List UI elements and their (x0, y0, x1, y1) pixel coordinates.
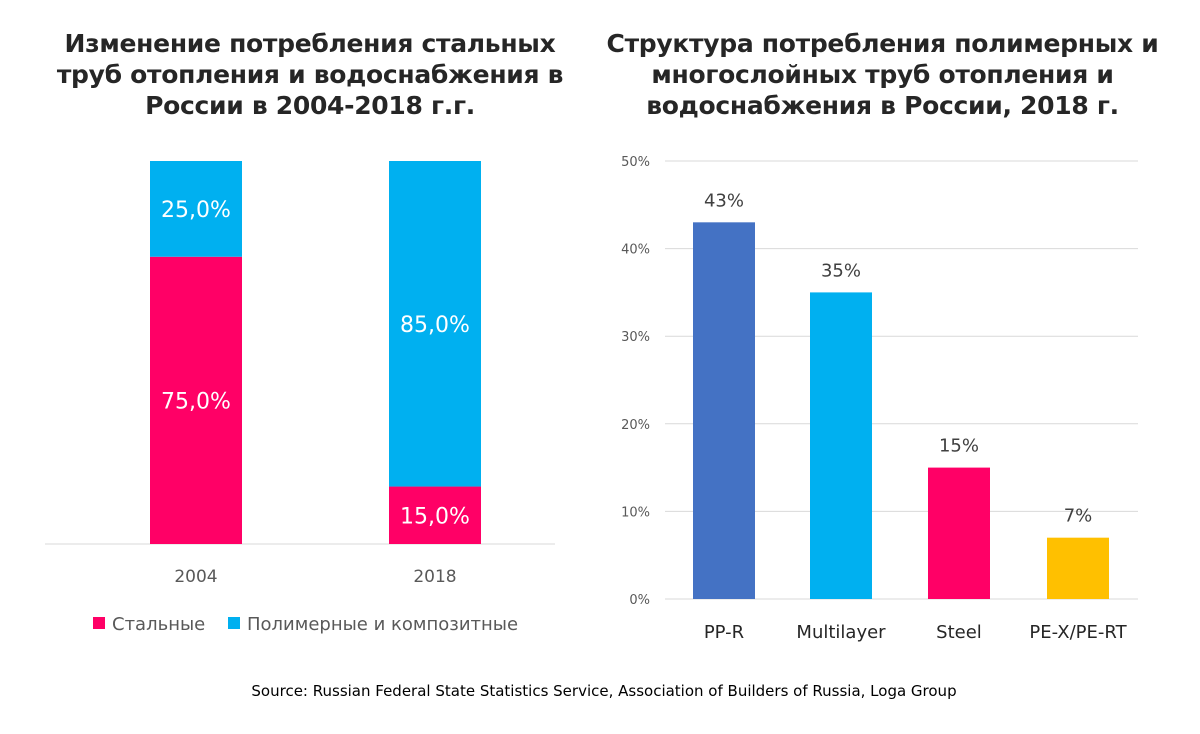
x-tick-label: PE-X/PE-RT (1029, 622, 1127, 643)
y-tick-label: 10% (621, 505, 650, 520)
left-data-label: 75,0% (161, 389, 231, 414)
right-chart-title: Структура потребления полимерных и много… (606, 29, 1159, 120)
x-tick-label: Steel (936, 622, 982, 643)
y-tick-label: 0% (629, 593, 650, 608)
data-label: 15% (939, 436, 979, 457)
legend-swatch (93, 617, 105, 629)
data-label: 7% (1064, 506, 1093, 527)
left-data-label: 15,0% (400, 504, 470, 529)
y-tick-label: 20% (621, 418, 650, 433)
legend-swatch (228, 617, 240, 629)
left-bar-segment (389, 486, 481, 544)
x-tick-label: Multilayer (796, 622, 886, 643)
bar (693, 222, 755, 599)
data-label: 35% (821, 260, 861, 281)
y-tick-label: 50% (621, 155, 650, 170)
data-label: 43% (704, 190, 744, 211)
bar (810, 292, 872, 599)
y-tick-label: 40% (621, 243, 650, 258)
left-bar-segment (389, 161, 481, 487)
y-tick-label: 30% (621, 330, 650, 345)
legend-label: Полимерные и композитные (247, 614, 518, 635)
legend-label: Стальные (112, 614, 205, 635)
left-bar-segment (150, 161, 242, 257)
bar (1047, 537, 1109, 599)
left-data-label: 85,0% (400, 313, 470, 338)
bar (928, 467, 990, 599)
left-bar-segment (150, 256, 242, 544)
left-x-tick-label: 2004 (174, 567, 217, 587)
source-note: Source: Russian Federal State Statistics… (251, 682, 957, 700)
x-tick-label: PP-R (704, 622, 744, 643)
left-x-tick-label: 2018 (413, 567, 456, 587)
left-chart-title: Изменение потребления стальных труб отоп… (56, 29, 564, 120)
left-data-label: 25,0% (161, 198, 231, 223)
